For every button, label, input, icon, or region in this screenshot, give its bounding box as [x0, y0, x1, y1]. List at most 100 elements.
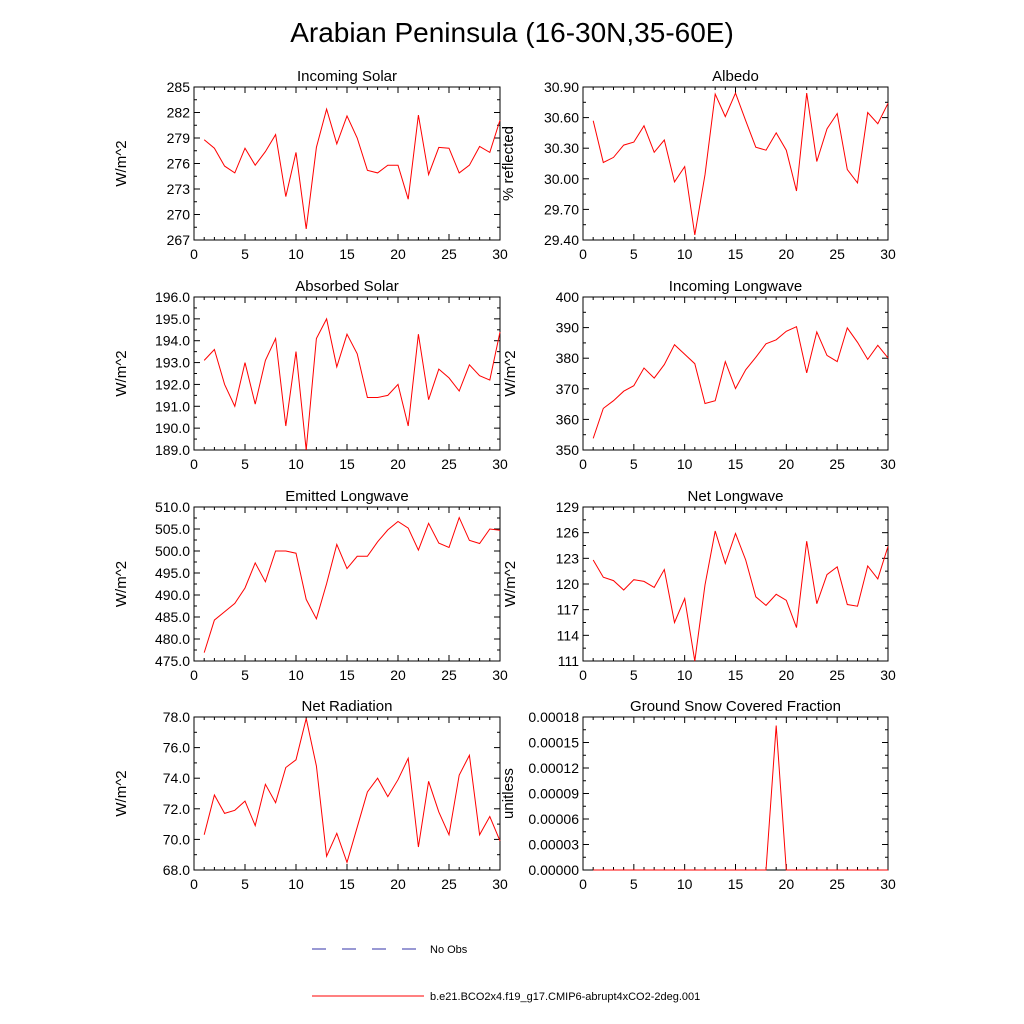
plot-frame: [582, 86, 889, 241]
x-tick-label: 5: [241, 456, 249, 472]
x-tick-label: 5: [241, 876, 249, 892]
x-tick-label: 5: [241, 246, 249, 262]
y-tick-label: 29.40: [544, 232, 579, 248]
series-line: [592, 325, 889, 439]
x-tick-label: 25: [441, 246, 457, 262]
panels: Incoming Solar 0 5 10 15 20 25 30 267 270 273 276 27…: [113, 68, 896, 892]
x-tick-label: 10: [288, 876, 304, 892]
x-tick-label: 20: [390, 246, 406, 262]
x-tick-label: 15: [339, 246, 355, 262]
y-axis-label: W/m^2: [502, 350, 519, 396]
x-tick-label: 15: [339, 456, 355, 472]
y-tick-label: 270: [167, 207, 191, 223]
y-tick-label: 196.0: [155, 289, 190, 305]
y-tick-label: 72.0: [163, 801, 190, 817]
series-line: [203, 516, 501, 653]
y-axis-label: unitless: [500, 768, 517, 819]
panel-title: Absorbed Solar: [295, 278, 398, 295]
x-tick-label: 10: [677, 667, 693, 683]
panel-7: Ground Snow Covered Fraction 0 5 10 15 20 25 30…: [500, 698, 896, 892]
x-tick-label: 25: [829, 456, 845, 472]
y-tick-label: 123: [556, 550, 580, 566]
x-tick-label: 25: [441, 456, 457, 472]
y-tick-label: 68.0: [163, 862, 190, 878]
y-tick-label: 195.0: [155, 311, 190, 327]
x-tick-label: 30: [880, 667, 896, 683]
x-tick-label: 15: [728, 876, 744, 892]
panel-2: Absorbed Solar 0 5 10 15 20 25 30 189.0 190.0 191.…: [113, 278, 508, 472]
x-tick-label: 30: [492, 246, 508, 262]
y-tick-label: 70.0: [163, 831, 190, 847]
panel-4: Emitted Longwave 0 5 10 15 20 25 30 475.0 480.0 48…: [113, 488, 508, 683]
x-tick-label: 25: [829, 876, 845, 892]
legend-label-no-obs: No Obs: [430, 944, 468, 956]
x-tick-label: 10: [288, 456, 304, 472]
y-tick-label: 380: [556, 350, 580, 366]
x-tick-label: 20: [779, 876, 795, 892]
x-tick-label: 15: [728, 246, 744, 262]
y-tick-label: 276: [167, 156, 191, 172]
x-tick-label: 5: [241, 667, 249, 683]
plot-frame: [193, 86, 501, 241]
series-line: [592, 530, 889, 662]
x-tick-label: 0: [579, 667, 587, 683]
x-tick-label: 5: [630, 667, 638, 683]
x-tick-label: 15: [339, 667, 355, 683]
y-axis-label: % reflected: [500, 126, 517, 201]
y-tick-label: 190.0: [155, 420, 190, 436]
y-tick-label: 192.0: [155, 376, 190, 392]
y-tick-label: 510.0: [155, 499, 190, 515]
x-tick-label: 0: [579, 456, 587, 472]
panel-title: Emitted Longwave: [285, 488, 408, 505]
y-tick-label: 0.00012: [528, 760, 579, 776]
panel-3: Incoming Longwave 0 5 10 15 20 25 30 350 360 370 38…: [502, 278, 896, 472]
x-tick-label: 10: [677, 246, 693, 262]
x-tick-label: 20: [390, 456, 406, 472]
figure-title: Arabian Peninsula (16-30N,35-60E): [290, 17, 734, 48]
legend-label-model: b.e21.BCO2x4.f19_g17.CMIP6-abrupt4xCO2-2…: [430, 991, 700, 1003]
plot-frame: [193, 506, 501, 662]
y-tick-label: 30.30: [544, 140, 579, 156]
y-tick-label: 191.0: [155, 398, 190, 414]
y-tick-label: 126: [556, 525, 580, 541]
x-tick-label: 0: [190, 667, 198, 683]
panel-title: Albedo: [712, 68, 759, 85]
x-tick-label: 20: [390, 876, 406, 892]
y-tick-label: 0.00018: [528, 709, 579, 725]
panel-title: Net Longwave: [688, 488, 784, 505]
y-tick-label: 370: [556, 381, 580, 397]
y-tick-label: 400: [556, 289, 580, 305]
x-tick-label: 10: [677, 876, 693, 892]
y-tick-label: 194.0: [155, 333, 190, 349]
plot-frame: [582, 296, 889, 451]
y-tick-label: 76.0: [163, 740, 190, 756]
x-tick-label: 30: [492, 667, 508, 683]
y-tick-label: 193.0: [155, 355, 190, 371]
panel-0: Incoming Solar 0 5 10 15 20 25 30 267 270 273 276 27…: [113, 68, 508, 262]
y-tick-label: 350: [556, 442, 580, 458]
y-tick-label: 475.0: [155, 653, 190, 669]
legend: No Obs b.e21.BCO2x4.f19_g17.CMIP6-abrupt…: [312, 944, 700, 1003]
panel-title: Incoming Longwave: [669, 278, 802, 295]
series-line: [203, 317, 501, 451]
panel-6: Net Radiation 0 5 10 15 20 25 30 68.0 70.0 72.0 74.…: [113, 698, 508, 892]
y-tick-label: 189.0: [155, 442, 190, 458]
y-tick-label: 505.0: [155, 521, 190, 537]
series-line: [203, 107, 501, 229]
y-tick-label: 111: [558, 653, 579, 669]
y-tick-label: 285: [167, 79, 191, 95]
x-tick-label: 30: [880, 876, 896, 892]
y-tick-label: 0.00006: [528, 811, 579, 827]
y-tick-label: 273: [167, 181, 191, 197]
y-tick-label: 485.0: [155, 609, 190, 625]
x-tick-label: 20: [390, 667, 406, 683]
x-tick-label: 10: [288, 667, 304, 683]
y-tick-label: 495.0: [155, 565, 190, 581]
x-tick-label: 25: [441, 667, 457, 683]
x-tick-label: 20: [779, 246, 795, 262]
x-tick-label: 5: [630, 246, 638, 262]
x-tick-label: 15: [728, 456, 744, 472]
y-tick-label: 74.0: [163, 770, 190, 786]
plot-frame: [193, 716, 501, 871]
y-tick-label: 30.00: [544, 171, 579, 187]
